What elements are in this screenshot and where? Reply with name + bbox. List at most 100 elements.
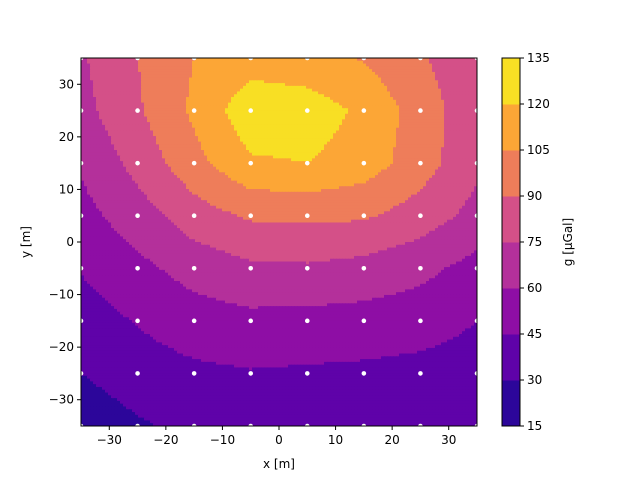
contour-cell: [360, 133, 364, 137]
contour-cell: [219, 141, 223, 146]
contour-cell: [291, 116, 295, 120]
contour-cell: [414, 155, 418, 159]
contour-cell: [429, 71, 433, 76]
contour-cell: [186, 108, 190, 112]
contour-cell: [270, 74, 274, 79]
contour-cell: [192, 144, 196, 148]
contour-cell: [276, 94, 280, 98]
contour-cell: [333, 85, 337, 90]
contour-cell: [192, 127, 196, 132]
contour-cell: [129, 74, 133, 79]
contour-cell: [468, 74, 472, 79]
contour-cell: [324, 71, 328, 76]
contour-cell: [345, 133, 349, 137]
contour-cell: [255, 122, 259, 126]
contour-cell: [327, 94, 331, 98]
contour-cell: [429, 77, 433, 81]
contour-cell: [231, 155, 235, 159]
contour-cell: [249, 91, 253, 95]
contour-cell: [429, 102, 433, 106]
contour-cell: [441, 80, 445, 84]
contour-cell: [450, 113, 454, 118]
contour-cell: [456, 97, 460, 101]
contour-cell: [123, 138, 127, 143]
contour-cell: [453, 155, 457, 159]
contour-cell: [426, 83, 430, 87]
contour-cell: [333, 110, 337, 115]
contour-cell: [138, 141, 142, 146]
contour-cell: [333, 74, 337, 79]
contour-cell: [459, 133, 463, 137]
contour-cell: [285, 116, 289, 120]
contour-cell: [435, 66, 439, 70]
contour-cell: [141, 99, 145, 104]
contour-cell: [366, 63, 370, 67]
contour-cell: [357, 58, 361, 62]
contour-cell: [408, 141, 412, 146]
contour-cell: [429, 138, 433, 143]
contour-cell: [381, 105, 385, 109]
contour-cell: [459, 122, 463, 126]
contour-cell: [156, 152, 160, 157]
contour-cell: [87, 85, 91, 90]
contour-cell: [312, 152, 316, 157]
contour-cell: [123, 71, 127, 76]
contour-cell: [327, 122, 331, 126]
contour-cell: [315, 138, 319, 143]
contour-cell: [249, 85, 253, 90]
contour-cell: [474, 136, 477, 140]
contour-cell: [231, 97, 235, 101]
contour-cell: [186, 71, 190, 76]
contour-cell: [120, 63, 124, 67]
contour-cell: [120, 147, 124, 151]
contour-cell: [471, 74, 475, 79]
contour-cell: [330, 91, 334, 95]
contour-cell: [138, 110, 142, 115]
contour-cell: [465, 158, 469, 162]
contour-cell: [177, 144, 181, 148]
contour-cell: [456, 74, 460, 79]
contour-cell: [120, 161, 124, 165]
contour-cell: [234, 158, 238, 162]
contour-cell: [450, 60, 454, 65]
contour-cell: [228, 161, 232, 165]
contour-cell: [318, 113, 322, 118]
contour-cell: [114, 110, 118, 115]
contour-cell: [156, 110, 160, 115]
contour-cell: [273, 110, 277, 115]
contour-cell: [342, 122, 346, 126]
contour-cell: [465, 147, 469, 151]
contour-cell: [336, 155, 340, 159]
contour-cell: [192, 150, 196, 154]
contour-cell: [303, 150, 307, 154]
contour-cell: [330, 150, 334, 154]
contour-cell: [357, 74, 361, 79]
contour-cell: [270, 94, 274, 98]
contour-cell: [255, 161, 259, 165]
contour-cell: [330, 124, 334, 129]
contour-cell: [435, 97, 439, 101]
contour-cell: [228, 158, 232, 162]
contour-cell: [381, 91, 385, 95]
contour-cell: [339, 60, 343, 65]
contour-cell: [201, 94, 205, 98]
contour-cell: [420, 60, 424, 65]
contour-cell: [318, 108, 322, 112]
contour-cell: [204, 144, 208, 148]
contour-cell: [81, 105, 85, 109]
contour-cell: [402, 122, 406, 126]
contour-cell: [360, 63, 364, 67]
contour-cell: [303, 138, 307, 143]
contour-cell: [216, 158, 220, 162]
contour-cell: [372, 127, 376, 132]
contour-cell: [444, 113, 448, 118]
contour-cell: [174, 141, 178, 146]
contour-cell: [93, 141, 97, 146]
contour-cell: [129, 150, 133, 154]
contour-cell: [408, 105, 412, 109]
contour-cell: [165, 158, 169, 162]
contour-cell: [366, 80, 370, 84]
contour-cell: [270, 69, 274, 73]
contour-cell: [375, 74, 379, 79]
contour-cell: [159, 88, 163, 93]
